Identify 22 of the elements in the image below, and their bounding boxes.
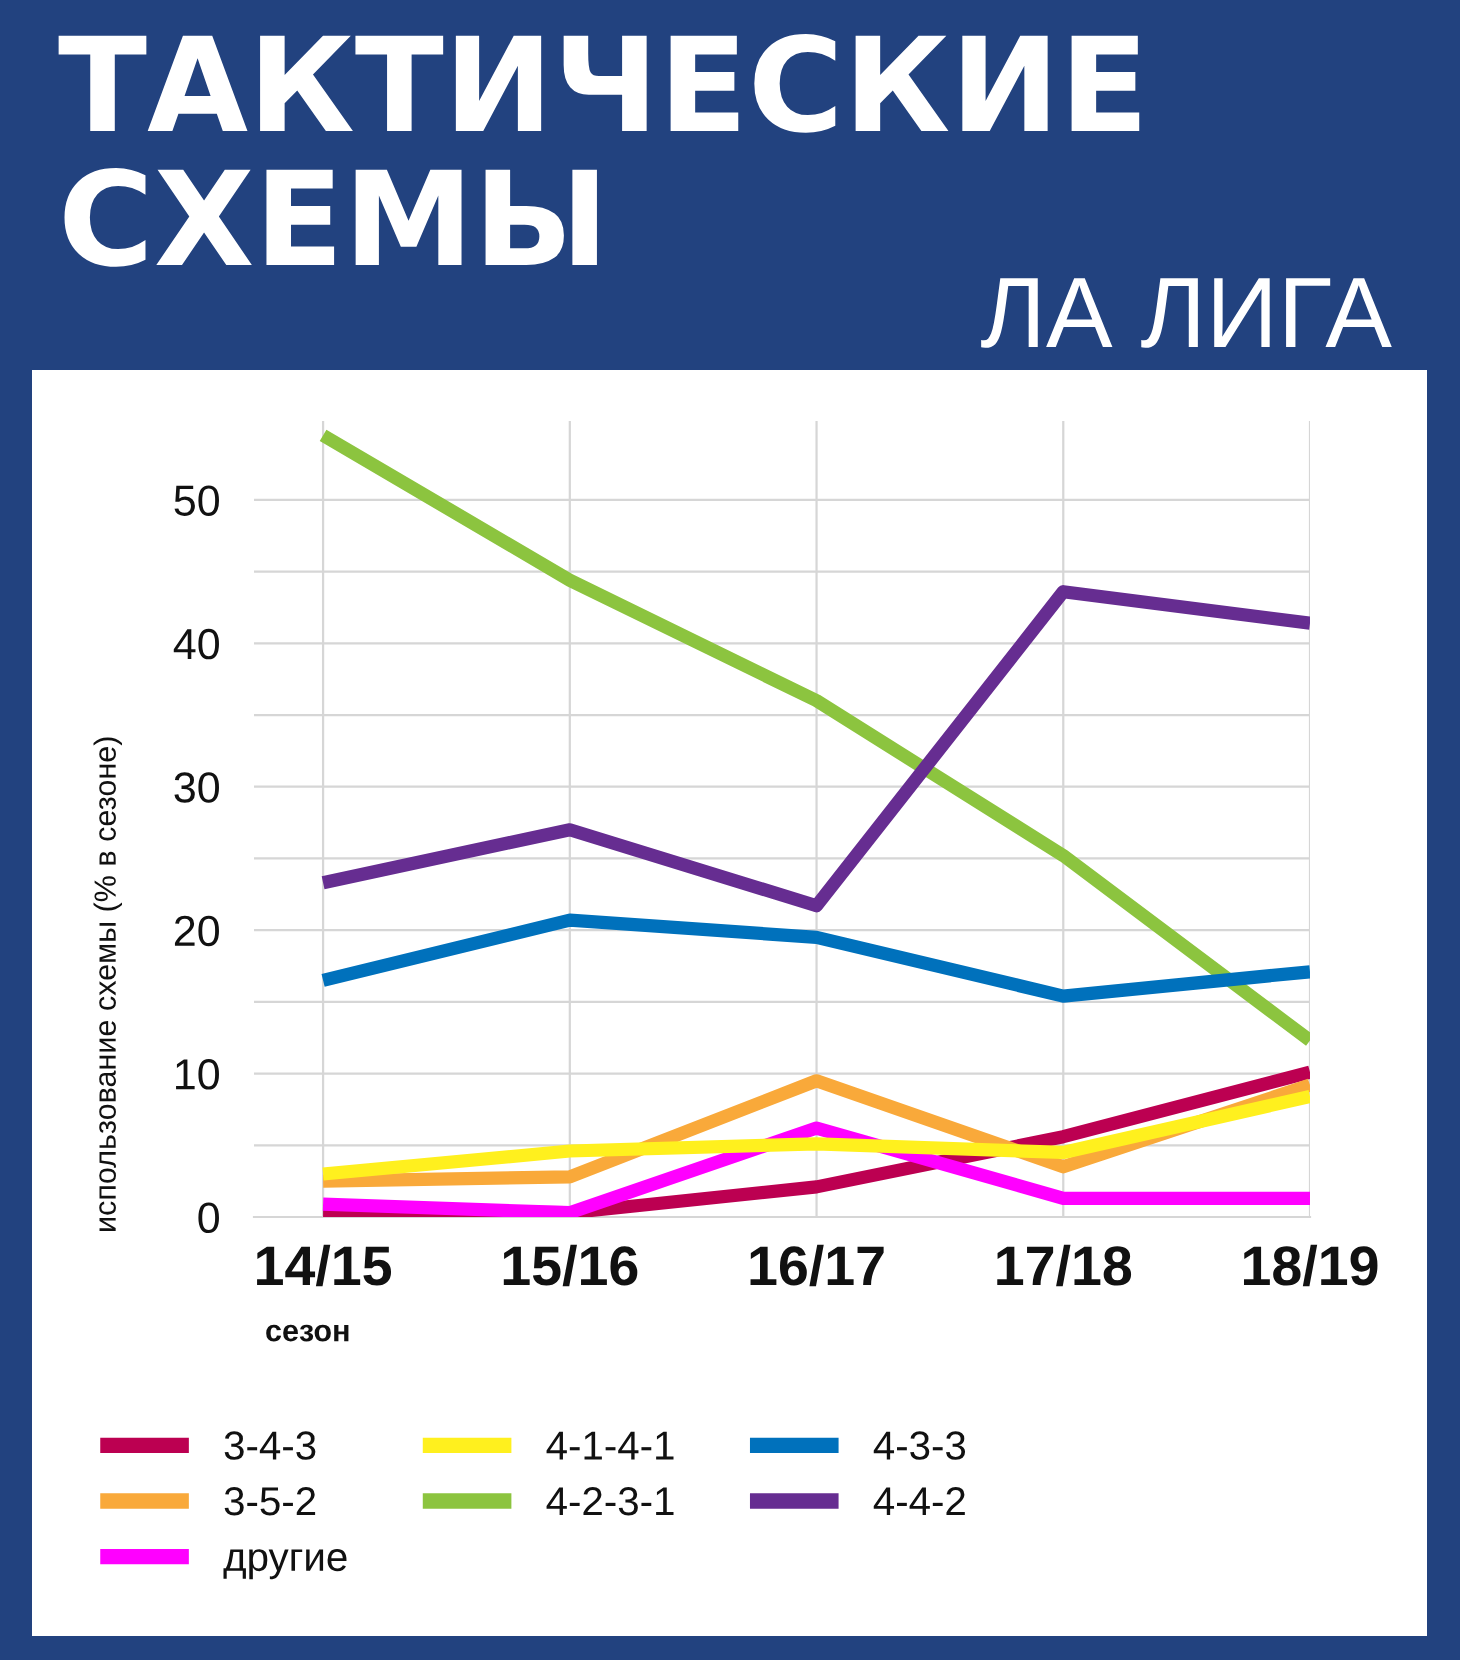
- x-tick-label: 14/15: [257, 1244, 392, 1287]
- y-tick-label: 20: [174, 915, 219, 947]
- y-tick-label: 10: [176, 1059, 219, 1090]
- legend-label: 4-4-2: [873, 1486, 965, 1516]
- legend-label: другие: [223, 1549, 347, 1580]
- y-tick-label: 0: [198, 1202, 219, 1234]
- x-tick-label: 18/19: [1243, 1244, 1378, 1287]
- legend-label: 4-1-4-1: [546, 1431, 674, 1460]
- y-tick-label: 30: [174, 772, 219, 803]
- chart-subtitle: ЛА ЛИГА: [981, 278, 1392, 348]
- chart-title: ТАКТИЧЕСКИЕ СХЕМЫ: [58, 34, 1140, 267]
- legend-label: 3-4-3: [224, 1431, 316, 1460]
- legend-label: 3-5-2: [224, 1486, 316, 1516]
- y-tick-label: 40: [173, 628, 219, 660]
- y-axis-title: использование схемы (% в сезоне): [93, 737, 122, 1231]
- legend-label: 4-2-3-1: [546, 1486, 674, 1516]
- x-axis-title: сезон: [266, 1324, 349, 1342]
- x-tick-label: 17/18: [997, 1244, 1132, 1287]
- y-tick-label: 50: [174, 485, 219, 516]
- x-tick-label: 16/17: [750, 1244, 884, 1287]
- legend-label: 4-3-3: [873, 1431, 966, 1460]
- x-tick-label: 15/16: [503, 1244, 638, 1287]
